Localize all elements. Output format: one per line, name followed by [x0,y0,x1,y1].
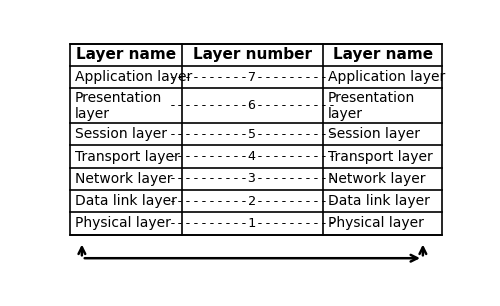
Text: Transport layer: Transport layer [75,150,180,163]
Text: Data link layer: Data link layer [328,194,430,208]
Text: ----------6----------: ----------6---------- [168,99,336,112]
Text: ----------5----------: ----------5---------- [168,128,336,141]
Text: Layer name: Layer name [332,47,433,62]
Text: Transport layer: Transport layer [328,150,432,163]
Text: Physical layer: Physical layer [75,216,171,230]
Text: ----------1----------: ----------1---------- [168,217,336,230]
Text: Layer name: Layer name [76,47,176,62]
Text: Presentation
layer: Presentation layer [75,91,162,121]
Text: Session layer: Session layer [75,127,167,141]
Text: Session layer: Session layer [328,127,420,141]
Text: Presentation
layer: Presentation layer [328,91,415,121]
Text: Application layer: Application layer [75,70,192,84]
Text: ----------3----------: ----------3---------- [168,172,336,185]
Bar [70,44,442,235]
Text: Network layer: Network layer [328,172,426,186]
Text: ----------2----------: ----------2---------- [168,195,336,208]
Text: Physical layer: Physical layer [328,216,424,230]
Text: Layer number: Layer number [193,47,312,62]
Text: Network layer: Network layer [75,172,172,186]
Text: ----------7----------: ----------7---------- [168,71,336,84]
Text: Data link layer: Data link layer [75,194,177,208]
Text: Application layer: Application layer [328,70,445,84]
Text: ----------4----------: ----------4---------- [168,150,336,163]
